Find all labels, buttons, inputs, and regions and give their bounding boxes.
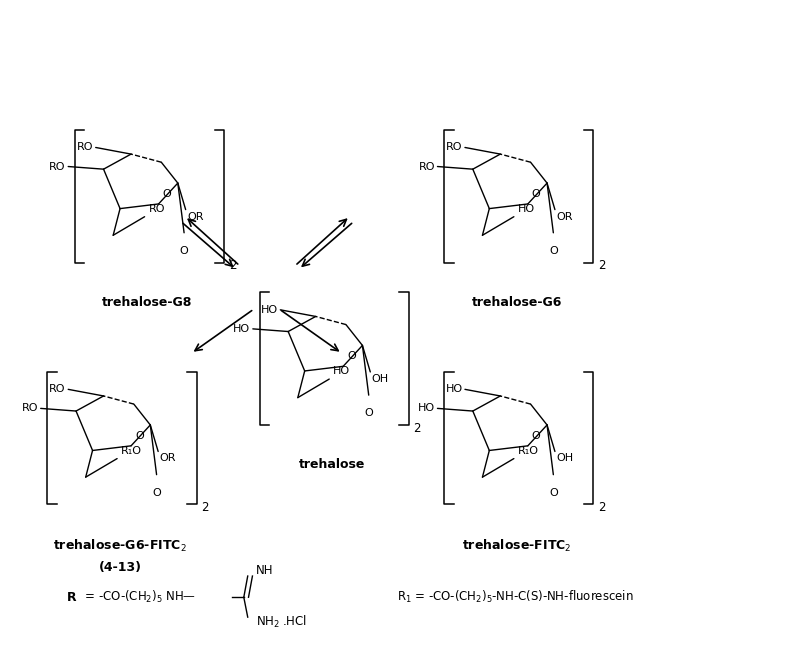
Text: OH: OH bbox=[557, 454, 573, 464]
Text: RO: RO bbox=[148, 204, 165, 214]
Text: OH: OH bbox=[372, 374, 389, 384]
Text: NH$_2$ .HCl: NH$_2$ .HCl bbox=[256, 615, 306, 631]
Text: 2: 2 bbox=[202, 501, 209, 514]
Text: trehalose: trehalose bbox=[299, 458, 365, 471]
Text: R₁O: R₁O bbox=[121, 446, 142, 456]
Text: R: R bbox=[67, 590, 77, 604]
Text: HO: HO bbox=[445, 384, 463, 395]
Text: 2: 2 bbox=[598, 501, 606, 514]
Text: O: O bbox=[347, 351, 356, 361]
Text: O: O bbox=[549, 246, 557, 256]
Text: 2: 2 bbox=[598, 259, 606, 272]
Text: O: O bbox=[364, 409, 373, 419]
Text: RO: RO bbox=[49, 162, 66, 172]
Text: 2: 2 bbox=[229, 259, 237, 272]
Text: R₁O: R₁O bbox=[518, 446, 539, 456]
Text: O: O bbox=[549, 488, 557, 498]
Text: HO: HO bbox=[518, 204, 535, 214]
Text: HO: HO bbox=[333, 366, 350, 376]
Text: trehalose-G6: trehalose-G6 bbox=[472, 296, 562, 309]
Text: 2: 2 bbox=[414, 421, 421, 435]
Text: HO: HO bbox=[418, 403, 435, 413]
Text: HO: HO bbox=[261, 305, 278, 315]
Text: O: O bbox=[532, 431, 541, 441]
Text: RO: RO bbox=[418, 162, 435, 172]
Text: O: O bbox=[179, 246, 188, 256]
Text: trehalose-G6-FITC$_2$: trehalose-G6-FITC$_2$ bbox=[53, 537, 187, 554]
Text: OR: OR bbox=[557, 211, 573, 221]
Text: = -CO-(CH$_2$)$_5$ NH—: = -CO-(CH$_2$)$_5$ NH— bbox=[81, 589, 196, 605]
Text: R$_1$ = -CO-(CH$_2$)$_5$-NH-C(S)-NH-fluorescein: R$_1$ = -CO-(CH$_2$)$_5$-NH-C(S)-NH-fluo… bbox=[397, 589, 634, 605]
Text: NH: NH bbox=[256, 564, 273, 577]
Text: O: O bbox=[152, 488, 161, 498]
Text: RO: RO bbox=[49, 384, 66, 395]
Text: RO: RO bbox=[446, 142, 463, 152]
Text: (4-13): (4-13) bbox=[98, 561, 141, 574]
Text: RO: RO bbox=[22, 403, 38, 413]
Text: OR: OR bbox=[160, 454, 176, 464]
Text: trehalose-FITC$_2$: trehalose-FITC$_2$ bbox=[462, 537, 572, 554]
Text: O: O bbox=[163, 189, 172, 199]
Text: trehalose-G8: trehalose-G8 bbox=[102, 296, 193, 309]
Text: O: O bbox=[532, 189, 541, 199]
Text: HO: HO bbox=[233, 324, 250, 334]
Text: RO: RO bbox=[77, 142, 94, 152]
Text: O: O bbox=[135, 431, 144, 441]
Text: OR: OR bbox=[187, 211, 204, 221]
